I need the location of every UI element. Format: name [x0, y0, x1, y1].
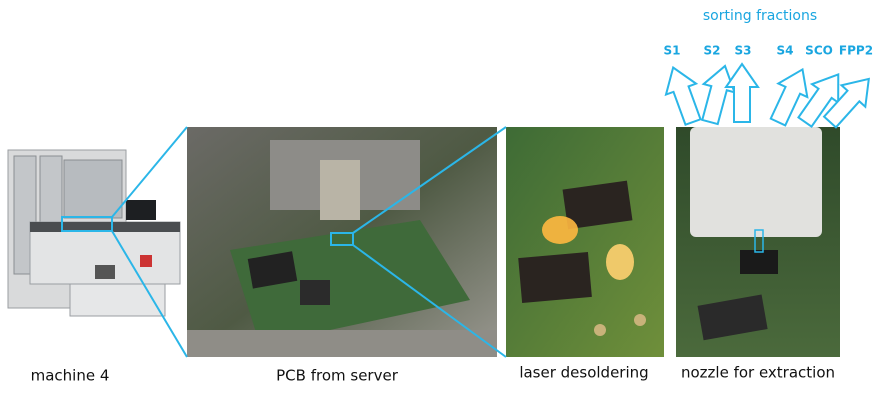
fraction-label: FPP2	[839, 44, 873, 58]
fraction-label: S3	[735, 44, 752, 58]
pcb-photo	[187, 127, 497, 357]
sorting-arrows	[664, 62, 870, 129]
zoom-box	[61, 216, 113, 232]
title: sorting fractions	[703, 8, 817, 24]
nozzle-photo	[676, 127, 840, 357]
machine-photo	[7, 149, 181, 317]
zoom-lines	[111, 126, 507, 358]
caption: laser desoldering	[519, 364, 648, 382]
caption: machine 4	[31, 367, 110, 385]
fraction-label: SCO	[805, 44, 833, 58]
laser-photo	[506, 127, 664, 357]
fraction-label: S4	[777, 44, 794, 58]
zoom-box	[330, 232, 354, 246]
caption: nozzle for extraction	[681, 364, 835, 382]
fraction-label: S2	[704, 44, 721, 58]
fraction-label: S1	[664, 44, 681, 58]
caption: PCB from server	[276, 367, 399, 385]
